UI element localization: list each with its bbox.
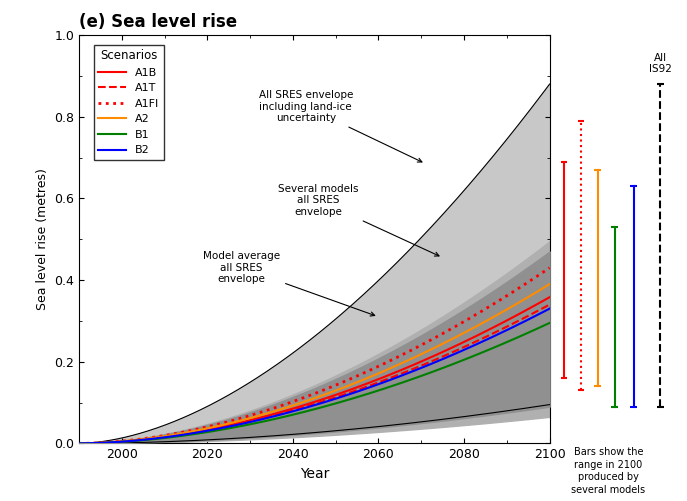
Text: (e) Sea level rise: (e) Sea level rise: [79, 13, 237, 31]
Text: Several models
all SRES
envelope: Several models all SRES envelope: [278, 184, 439, 256]
Y-axis label: Sea level rise (metres): Sea level rise (metres): [36, 168, 49, 310]
Text: Model average
all SRES
envelope: Model average all SRES envelope: [203, 251, 374, 316]
Legend: A1B, A1T, A1FI, A2, B1, B2: A1B, A1T, A1FI, A2, B1, B2: [94, 45, 164, 160]
Text: All SRES envelope
including land-ice
uncertainty: All SRES envelope including land-ice unc…: [258, 90, 422, 162]
Text: All
IS92: All IS92: [649, 53, 672, 74]
X-axis label: Year: Year: [300, 467, 329, 481]
Text: Bars show the
range in 2100
produced by
several models: Bars show the range in 2100 produced by …: [572, 447, 646, 494]
